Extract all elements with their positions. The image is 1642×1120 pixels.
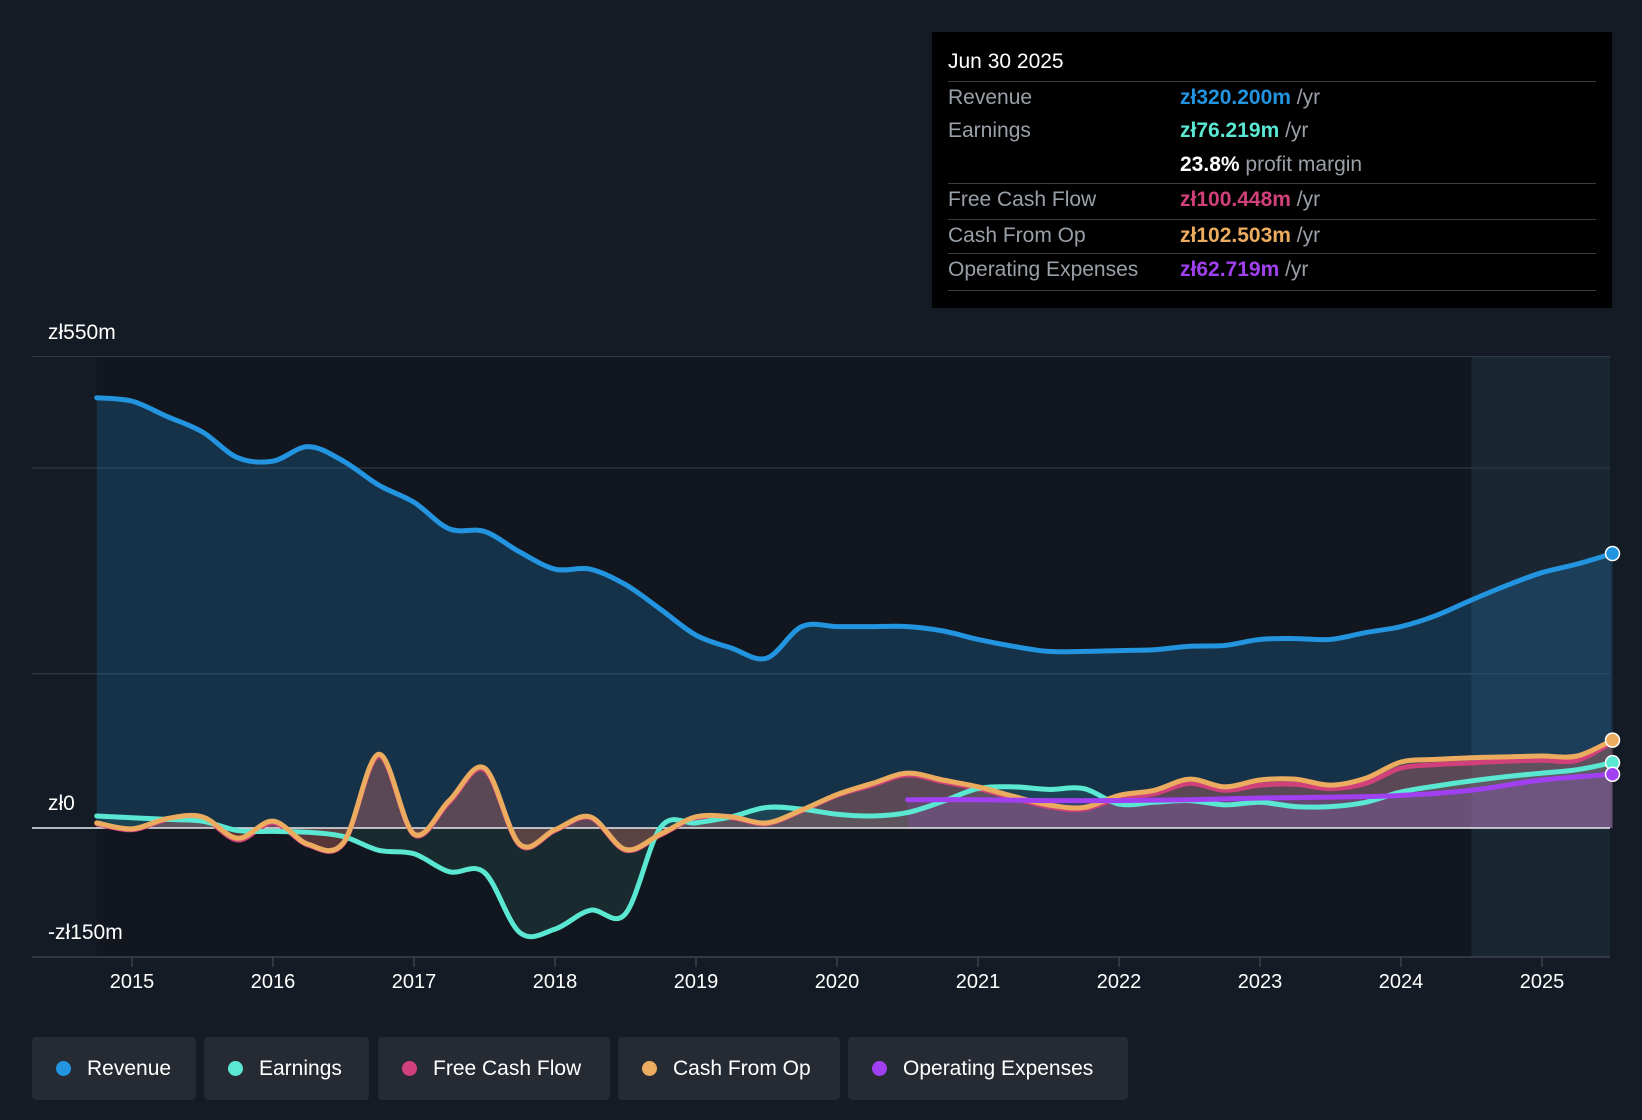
- tooltip-value: zł320.200m: [1180, 86, 1291, 109]
- end-marker-revenue: [1604, 545, 1621, 562]
- series-line-operating-expenses: [905, 771, 1615, 804]
- legend-cash-from-op[interactable]: Cash From Op: [618, 1037, 840, 1100]
- legend-operating-expenses[interactable]: Operating Expenses: [848, 1037, 1128, 1100]
- plot-background: [96, 357, 1610, 957]
- x-tick-label: 2015: [109, 971, 155, 993]
- tooltip-unit: profit margin: [1245, 153, 1363, 176]
- tooltip-unit: /yr: [1285, 258, 1309, 281]
- tooltip-row-earnings: Earnings zł76.219m /yr: [948, 115, 1596, 149]
- tooltip-label: Operating Expenses: [948, 258, 1139, 281]
- legend-revenue[interactable]: Revenue: [32, 1037, 196, 1100]
- x-tick-label: 2016: [250, 971, 296, 993]
- end-marker-cash-from-op: [1604, 732, 1621, 748]
- tooltip-label: Earnings: [948, 119, 1031, 142]
- tooltip-value: 23.8%: [1180, 153, 1240, 176]
- tooltip-row-opex: Operating Expenses zł62.719m /yr: [948, 253, 1596, 288]
- x-tick-label: 2025: [1519, 971, 1565, 993]
- tooltip-row-margin: 23.8% profit margin: [948, 149, 1596, 183]
- area-revenue: [96, 397, 1613, 828]
- tooltip-value: zł102.503m: [1180, 224, 1291, 247]
- tooltip-value: zł76.219m: [1180, 119, 1280, 142]
- x-tick-label: 2020: [814, 971, 860, 993]
- legend-label: Cash From Op: [673, 1056, 811, 1080]
- tooltip-row-cfo: Cash From Op zł102.503m /yr: [948, 219, 1596, 254]
- legend-dot-icon: [228, 1061, 243, 1076]
- series-line-revenue: [94, 395, 1615, 662]
- x-tick-label: 2018: [532, 971, 578, 993]
- legend-label: Earnings: [259, 1056, 342, 1080]
- tooltip-unit: /yr: [1296, 188, 1321, 211]
- tooltip-panel: Jun 30 2025 Revenue zł320.200m /yr Earni…: [932, 32, 1612, 308]
- x-tick-label: 2017: [391, 971, 437, 993]
- tooltip-row-fcf: Free Cash Flow zł100.448m /yr: [948, 183, 1596, 218]
- tooltip-label: Free Cash Flow: [948, 188, 1097, 211]
- tooltip-unit: /yr: [1285, 119, 1309, 142]
- tooltip-value: zł62.719m: [1180, 258, 1280, 281]
- tooltip-divider: [948, 290, 1596, 291]
- tooltip-row-revenue: Revenue zł320.200m /yr: [948, 81, 1596, 116]
- tooltip-unit: /yr: [1296, 86, 1321, 109]
- end-marker-operating-expenses: [1604, 766, 1621, 782]
- legend-earnings[interactable]: Earnings: [204, 1037, 369, 1100]
- tooltip-label: Cash From Op: [948, 224, 1086, 247]
- x-tick-label: 2024: [1378, 971, 1424, 993]
- legend-dot-icon: [872, 1061, 887, 1076]
- tooltip-date: Jun 30 2025: [948, 50, 1064, 73]
- forecast-highlight-region: [1471, 357, 1610, 957]
- x-tick-label: 2022: [1096, 971, 1142, 993]
- legend-label: Revenue: [87, 1056, 172, 1080]
- tooltip-label: Revenue: [948, 86, 1033, 109]
- legend-dot-icon: [642, 1061, 657, 1076]
- area-cash-from-op: [96, 740, 1613, 851]
- x-tick-label: 2023: [1237, 971, 1283, 993]
- tooltip-unit: /yr: [1296, 224, 1321, 247]
- y-label-zero: zł0: [48, 792, 75, 815]
- legend-label: Operating Expenses: [903, 1056, 1094, 1080]
- series-line-cash-from-op: [94, 737, 1615, 854]
- x-tick-label: 2019: [673, 971, 719, 993]
- y-label-bottom: -zł150m: [48, 921, 123, 944]
- legend-free-cash-flow[interactable]: Free Cash Flow: [378, 1037, 610, 1100]
- legend-label: Free Cash Flow: [433, 1056, 582, 1080]
- legend-dot-icon: [402, 1061, 417, 1076]
- x-tick-label: 2021: [955, 971, 1001, 993]
- legend-dot-icon: [56, 1061, 71, 1076]
- area-free-cash-flow: [96, 741, 1613, 852]
- y-label-top: zł550m: [48, 321, 116, 344]
- tooltip-value: zł100.448m: [1180, 188, 1291, 211]
